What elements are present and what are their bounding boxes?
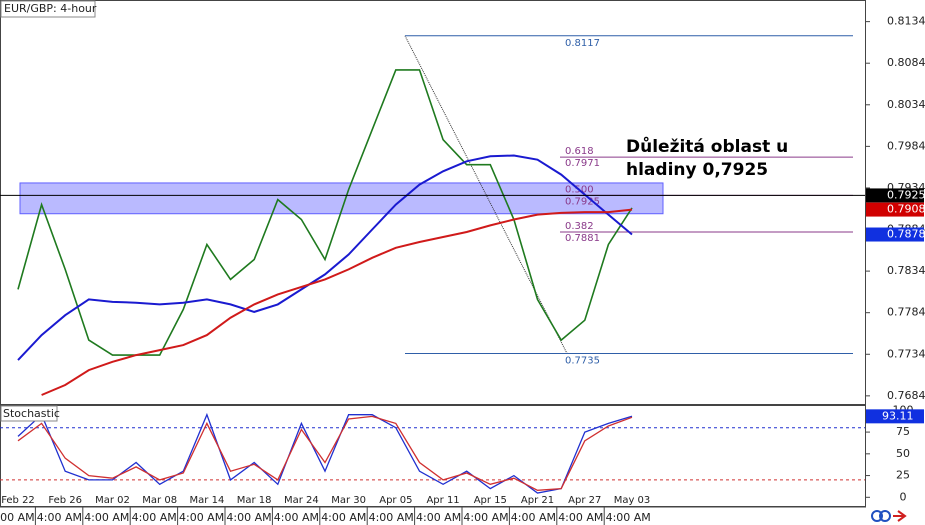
time-label: 4:00 AM xyxy=(558,511,603,524)
x-tick-label: May 03 xyxy=(614,495,651,506)
stochastic-tick-label: 75 xyxy=(896,425,910,438)
price-label: 0.7908 xyxy=(887,203,925,216)
stochastic-tick-label: 0 xyxy=(900,490,907,503)
time-label: 4:00 AM xyxy=(416,511,461,524)
stochastic-line xyxy=(17,415,633,491)
fib-ratio-label: 0.382 xyxy=(565,221,594,232)
time-label: 4:00 AM xyxy=(84,511,129,524)
x-tick-label: Feb 22 xyxy=(1,495,35,506)
y-tick-label: 0.8084 xyxy=(887,56,925,69)
stochastic-last-box xyxy=(866,409,924,424)
annotation: hladiny 0,7925 xyxy=(626,160,768,180)
price-label-box xyxy=(866,227,924,242)
fib-label: 0.8117 xyxy=(565,38,600,49)
stochastic-tick-label: 25 xyxy=(896,469,910,482)
stochastic-title-box xyxy=(0,405,58,422)
y-tick-label: 0.7784 xyxy=(887,306,925,319)
stochastic-last-label: 93.11 xyxy=(882,409,914,422)
chart-title: EUR/GBP: 4-hour xyxy=(4,2,97,15)
link-icon[interactable] xyxy=(879,510,891,522)
time-label: 4:00 AM xyxy=(463,511,508,524)
y-tick-label: 0.8034 xyxy=(887,98,925,111)
price-label: 0.7925 xyxy=(887,188,925,201)
x-tick-label: Mar 24 xyxy=(284,495,319,506)
y-tick-label: 0.8134 xyxy=(887,15,925,28)
y-tick-label: 0.7684 xyxy=(887,389,925,402)
series-line xyxy=(17,69,633,356)
time-label: 4:00 AM xyxy=(606,511,651,524)
time-label: 4:00 AM xyxy=(226,511,271,524)
x-tick-label: Apr 15 xyxy=(474,495,507,506)
fib-ratio-label: 0.618 xyxy=(565,146,594,157)
corner-icons[interactable] xyxy=(871,510,907,522)
x-tick-label: Apr 11 xyxy=(426,495,459,506)
price-label-box xyxy=(866,188,924,203)
time-label: 4:00 AM xyxy=(37,511,82,524)
time-label: 4:00 AM xyxy=(511,511,556,524)
price-label: 0.7878 xyxy=(887,228,925,241)
fib-trend-line xyxy=(404,35,568,354)
time-label: 4:00 AM xyxy=(369,511,414,524)
x-tick-label: Mar 02 xyxy=(95,495,130,506)
price-label-box xyxy=(866,202,924,217)
time-label: 4:00 AM xyxy=(274,511,319,524)
series-line xyxy=(17,154,633,361)
time-label: 4:00 AM xyxy=(179,511,224,524)
y-tick-label: 0.7834 xyxy=(887,264,925,277)
annotation: Důležitá oblast u xyxy=(626,135,788,157)
x-tick-label: Apr 21 xyxy=(521,495,554,506)
time-label: 4:00 AM xyxy=(0,511,35,524)
time-label: 4:00 AM xyxy=(132,511,177,524)
fib-value-label: 0.7925 xyxy=(565,196,600,207)
plot-layer: 0.76840.77340.77840.78340.78840.79340.79… xyxy=(0,15,925,525)
x-tick-label: Apr 27 xyxy=(568,495,601,506)
fib-value-label: 0.7971 xyxy=(565,158,600,169)
stochastic-title: Stochastic xyxy=(3,407,60,420)
x-tick-label: Apr 05 xyxy=(379,495,412,506)
link-icon[interactable] xyxy=(871,510,883,522)
x-tick-label: Mar 08 xyxy=(142,495,177,506)
time-label: 4:00 AM xyxy=(321,511,366,524)
x-tick-label: Mar 14 xyxy=(190,495,225,506)
x-tick-label: Feb 26 xyxy=(48,495,82,506)
fib-label: 0.7735 xyxy=(565,355,600,366)
main-panel-frame xyxy=(0,0,866,405)
y-tick-label: 0.7984 xyxy=(887,139,925,152)
arrow-icon[interactable] xyxy=(893,510,907,522)
stochastic-tick-label: 50 xyxy=(896,447,910,460)
title-box xyxy=(0,0,96,18)
x-tick-label: Mar 18 xyxy=(237,495,272,506)
series-line xyxy=(41,208,633,396)
fib-value-label: 0.7881 xyxy=(565,233,600,244)
x-tick-label: Mar 30 xyxy=(331,495,366,506)
y-tick-label: 0.7734 xyxy=(887,347,925,360)
